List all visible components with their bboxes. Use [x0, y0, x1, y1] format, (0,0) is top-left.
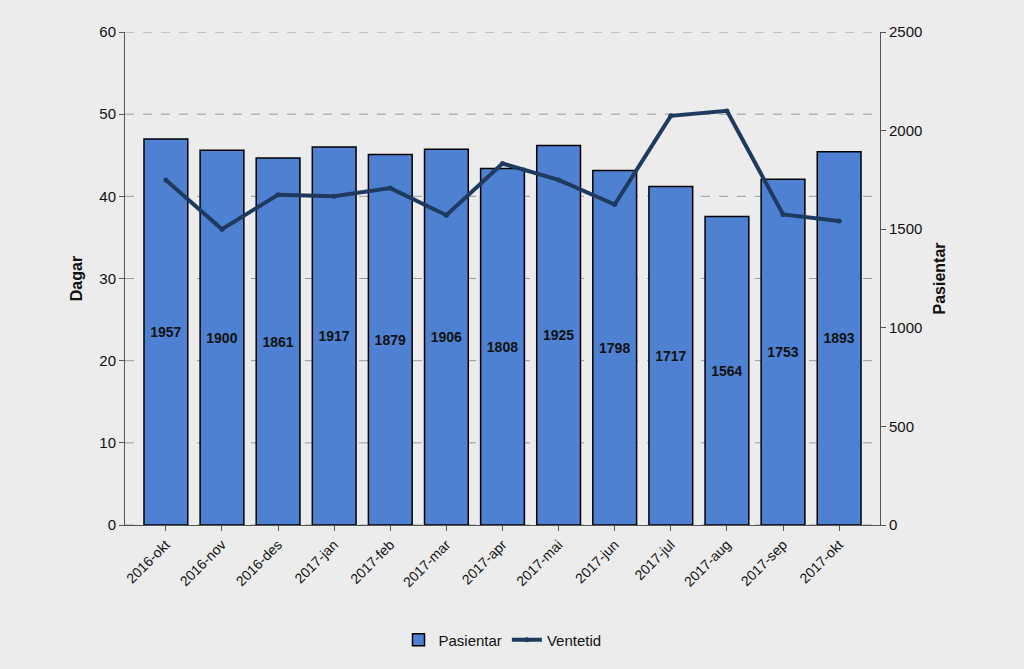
svg-text:40: 40	[99, 188, 116, 205]
svg-text:Pasientar: Pasientar	[931, 242, 948, 314]
svg-text:1879: 1879	[375, 332, 406, 348]
svg-text:1900: 1900	[206, 330, 237, 346]
svg-text:0: 0	[108, 516, 116, 533]
svg-text:1925: 1925	[543, 327, 574, 343]
svg-text:2016-nov: 2016-nov	[176, 537, 229, 590]
svg-text:60: 60	[99, 23, 116, 40]
svg-text:2017-mai: 2017-mai	[513, 537, 566, 590]
svg-text:1917: 1917	[319, 328, 350, 344]
svg-text:2017-sep: 2017-sep	[737, 536, 790, 589]
svg-text:2000: 2000	[889, 122, 922, 139]
svg-text:1861: 1861	[262, 334, 293, 350]
svg-text:1500: 1500	[889, 220, 922, 237]
svg-text:2017-apr: 2017-apr	[459, 536, 510, 587]
svg-text:1753: 1753	[767, 344, 798, 360]
svg-text:50: 50	[99, 105, 116, 122]
svg-text:1808: 1808	[487, 339, 518, 355]
svg-text:20: 20	[99, 352, 116, 369]
svg-text:500: 500	[889, 418, 914, 435]
svg-text:2017-mar: 2017-mar	[400, 536, 454, 590]
svg-text:1893: 1893	[823, 330, 854, 346]
svg-text:1000: 1000	[889, 319, 922, 336]
svg-text:2016-des: 2016-des	[233, 537, 286, 590]
svg-text:2017-okt: 2017-okt	[796, 536, 846, 586]
svg-text:10: 10	[99, 434, 116, 451]
svg-text:2017-jun: 2017-jun	[572, 537, 622, 587]
svg-text:1906: 1906	[431, 329, 462, 345]
svg-text:1957: 1957	[150, 324, 181, 340]
svg-text:Dagar: Dagar	[68, 256, 85, 301]
svg-text:1564: 1564	[711, 363, 742, 379]
svg-text:2500: 2500	[889, 23, 922, 40]
svg-text:2016-okt: 2016-okt	[123, 536, 173, 586]
svg-text:2017-jul: 2017-jul	[631, 537, 678, 584]
svg-text:Pasientar: Pasientar	[439, 632, 502, 649]
svg-text:30: 30	[99, 270, 116, 287]
svg-text:0: 0	[889, 516, 897, 533]
svg-text:2017-aug: 2017-aug	[681, 537, 734, 590]
svg-text:Ventetid: Ventetid	[547, 632, 601, 649]
svg-text:2017-feb: 2017-feb	[347, 536, 398, 587]
svg-text:2017-jan: 2017-jan	[291, 537, 341, 587]
svg-text:1798: 1798	[599, 340, 630, 356]
svg-text:1717: 1717	[655, 348, 686, 364]
